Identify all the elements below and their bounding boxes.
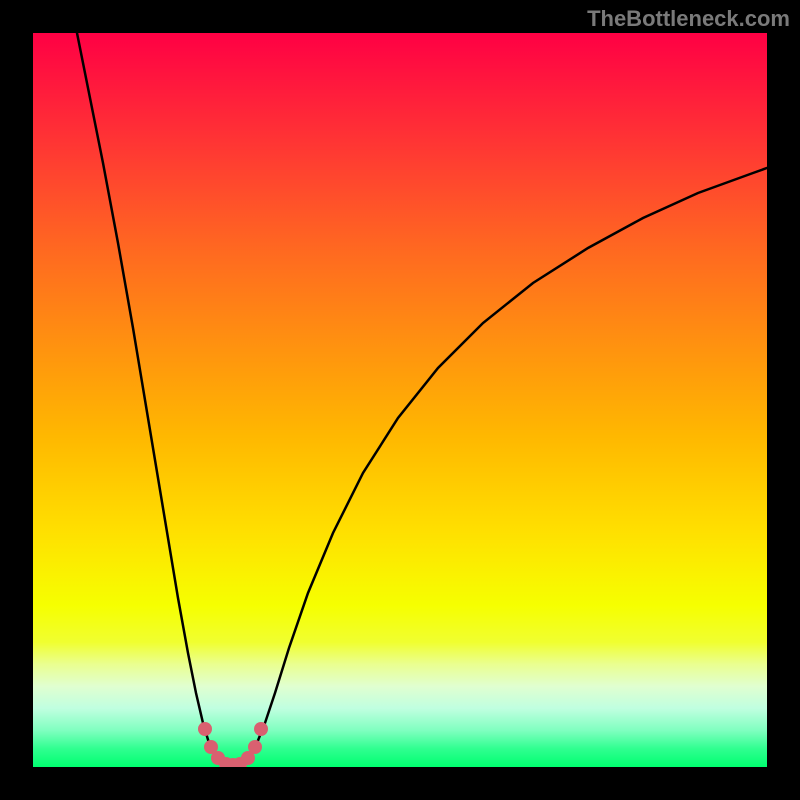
watermark-text: TheBottleneck.com	[587, 6, 790, 32]
curve-right-branch	[233, 164, 767, 765]
bottleneck-markers	[198, 722, 268, 767]
curve-left-branch	[75, 33, 233, 765]
chart-svg	[33, 33, 767, 767]
marker-point	[198, 722, 212, 736]
plot-area	[33, 33, 767, 767]
marker-point	[254, 722, 268, 736]
marker-point	[248, 740, 262, 754]
